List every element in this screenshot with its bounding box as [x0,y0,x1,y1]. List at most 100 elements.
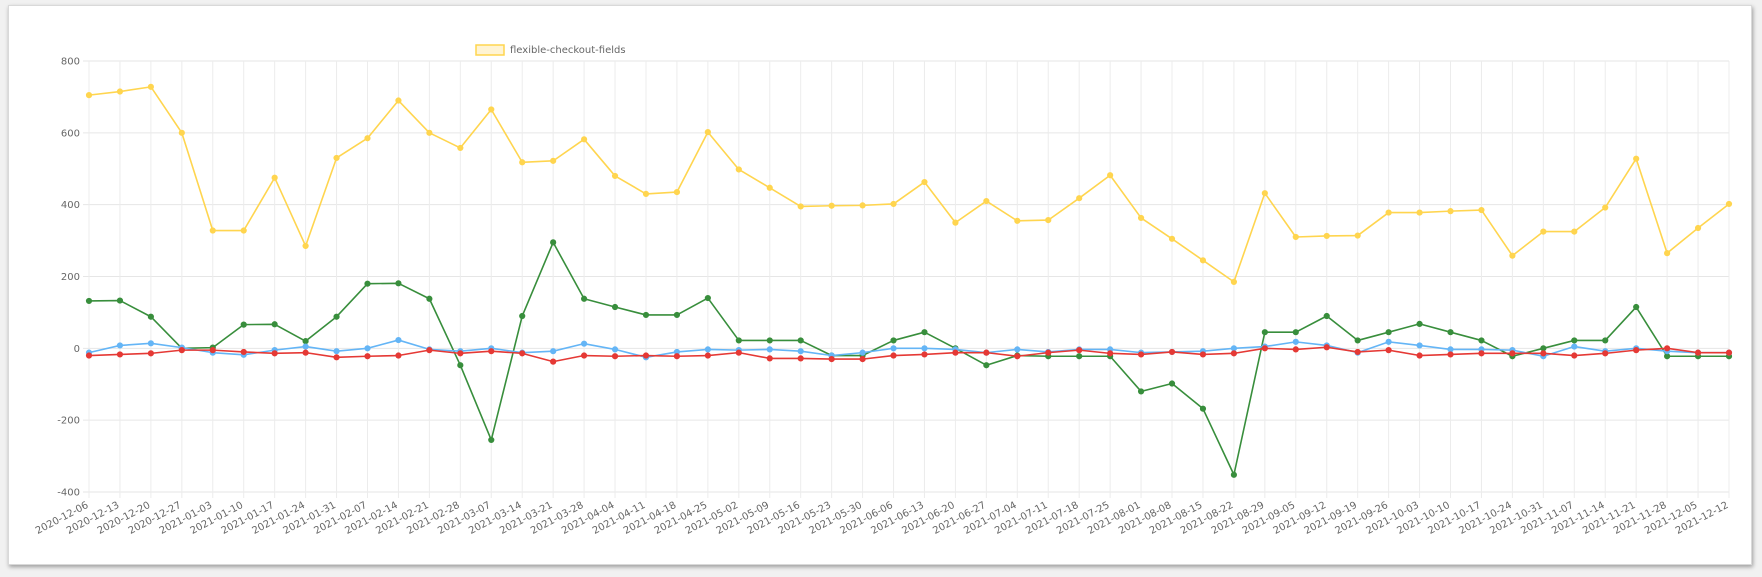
series-1-point[interactable] [85,297,93,305]
series-1-point[interactable] [580,295,588,302]
series-0-point[interactable] [1045,217,1052,224]
series-3-point[interactable] [1416,352,1423,359]
series-0-point[interactable] [519,159,526,166]
series-3-point[interactable] [1602,350,1609,357]
series-1-point[interactable] [921,329,928,336]
series-3-point[interactable] [1230,350,1238,357]
series-3-point[interactable] [1045,349,1052,356]
series-0-point[interactable] [828,202,835,209]
series-3-point[interactable] [1168,348,1176,356]
series-2-point[interactable] [116,342,124,349]
series-0-point[interactable] [1509,252,1516,259]
series-3-point[interactable] [209,347,216,354]
series-2-point[interactable] [1571,343,1578,350]
series-1-point[interactable] [1076,353,1083,360]
series-3-point[interactable] [333,354,340,361]
series-3-point[interactable] [580,352,588,359]
series-2-point[interactable] [704,346,711,353]
series-1-point[interactable] [457,362,464,369]
series-1-point[interactable] [271,321,278,328]
series-3-point[interactable] [673,353,681,360]
series-3-point[interactable] [983,349,990,356]
series-2-point[interactable] [302,343,309,350]
series-0-point[interactable] [1633,155,1640,162]
series-2-point[interactable] [797,348,804,355]
series-1-point[interactable] [1478,337,1485,344]
series-1-point[interactable] [1447,329,1454,336]
series-3-point[interactable] [1076,347,1083,354]
series-1-point[interactable] [1602,337,1609,344]
series-1-point[interactable] [766,337,773,344]
series-0-point[interactable] [302,242,309,250]
series-2-point[interactable] [859,349,866,356]
series-0-point[interactable] [1137,214,1145,222]
series-0-point[interactable] [1354,232,1361,239]
series-2-point[interactable] [1385,338,1392,345]
series-3-point[interactable] [828,356,835,363]
series-1-point[interactable] [983,362,990,369]
series-0-point[interactable] [673,188,681,196]
series-2-point[interactable] [1292,338,1299,345]
series-1-point[interactable] [1664,353,1671,360]
series-0-point[interactable] [952,219,959,226]
series-1-point[interactable] [1633,303,1640,311]
series-3-point[interactable] [550,358,557,365]
series-3-point[interactable] [952,349,959,356]
series-1-point[interactable] [488,436,495,444]
series-3-point[interactable] [178,347,185,354]
series-1-point[interactable] [1354,337,1361,344]
series-3-point[interactable] [1664,345,1671,352]
series-2-point[interactable] [550,348,557,355]
series-2-point[interactable] [611,346,619,353]
series-0-point[interactable] [1725,200,1733,208]
series-0-point[interactable] [240,227,247,234]
series-0-point[interactable] [1292,233,1299,241]
series-1-point[interactable] [1230,471,1238,478]
series-0-point[interactable] [1602,204,1609,211]
series-2-point[interactable] [921,345,928,352]
series-3-point[interactable] [797,355,804,362]
series-3-point[interactable] [704,352,711,359]
series-1-point[interactable] [1292,329,1299,336]
series-3-point[interactable] [85,352,93,359]
series-1-point[interactable] [1168,380,1176,387]
series-1-point[interactable] [735,337,742,344]
legend-swatch-flexible-checkout-fields[interactable] [475,44,505,56]
series-0-point[interactable] [550,157,557,164]
series-0-point[interactable] [1416,209,1423,216]
series-3-point[interactable] [766,355,773,362]
series-0-point[interactable] [1107,172,1114,179]
series-3-point[interactable] [240,348,247,356]
series-3-point[interactable] [364,353,371,360]
series-2-point[interactable] [890,345,897,352]
series-0-point[interactable] [1385,209,1392,216]
series-0-point[interactable] [1076,195,1083,202]
series-1-point[interactable] [1199,405,1207,412]
series-0-point[interactable] [1571,228,1578,235]
series-1-point[interactable] [1571,337,1578,344]
series-0-point[interactable] [797,203,804,210]
series-0-point[interactable] [395,97,402,104]
series-0-point[interactable] [1199,257,1207,264]
series-2-point[interactable] [1230,345,1238,352]
series-3-point[interactable] [735,349,742,356]
series-3-point[interactable] [1014,353,1021,360]
series-0-point[interactable] [1664,250,1671,257]
series-0-point[interactable] [333,154,340,162]
series-0-point[interactable] [1261,190,1268,197]
series-3-point[interactable] [859,356,866,363]
series-1-point[interactable] [1385,329,1392,336]
series-1-point[interactable] [890,337,897,344]
series-0-point[interactable] [704,129,711,136]
series-2-point[interactable] [333,348,340,355]
series-3-point[interactable] [395,352,402,359]
series-3-point[interactable] [890,352,897,359]
series-1-point[interactable] [642,311,650,319]
series-0-point[interactable] [580,136,588,143]
series-1-point[interactable] [519,312,526,320]
series-1-point[interactable] [797,337,804,344]
series-3-point[interactable] [1540,350,1547,357]
series-1-point[interactable] [1261,329,1268,336]
series-0-point[interactable] [488,106,495,113]
series-1-point[interactable] [1137,388,1145,395]
